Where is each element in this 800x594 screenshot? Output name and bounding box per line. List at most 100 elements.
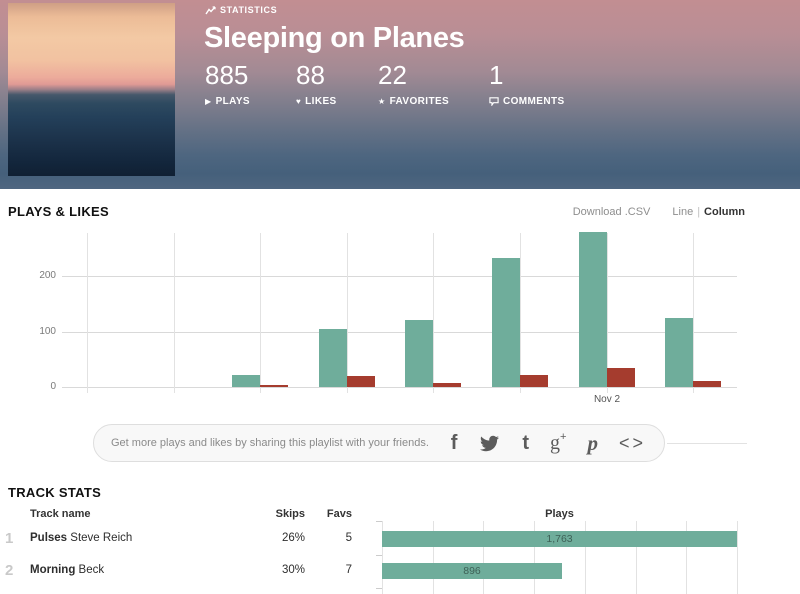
chart-gridline-vertical bbox=[534, 521, 535, 594]
bar-value-label: 1,763 bbox=[546, 533, 573, 545]
bar-plays bbox=[319, 329, 347, 387]
chart-gridline-vertical bbox=[693, 233, 694, 393]
stat-label-text: COMMENTS bbox=[503, 96, 565, 107]
hero-stats-row: 885 ▶ PLAYS 88 ♥ LIKES 22 ★ FAVORITES 1 COMMENTS bbox=[0, 61, 800, 116]
axis-tick bbox=[376, 588, 382, 589]
stat-value: 22 bbox=[378, 60, 407, 90]
chart-gridline-vertical bbox=[174, 233, 175, 393]
bar-likes bbox=[607, 368, 635, 387]
stat-favorites: 22 ★ FAVORITES bbox=[378, 61, 449, 107]
axis-tick bbox=[376, 521, 382, 522]
bar-likes bbox=[693, 381, 721, 387]
bar-plays bbox=[579, 232, 607, 387]
bar-likes bbox=[433, 383, 461, 387]
chart-line-icon bbox=[205, 5, 216, 15]
track-skips: 26% bbox=[281, 532, 305, 544]
track-skips: 30% bbox=[281, 564, 305, 576]
bar-plays bbox=[405, 320, 433, 387]
line-view-toggle[interactable]: Line bbox=[672, 206, 694, 218]
chart-gridline-vertical bbox=[636, 521, 637, 594]
bar-plays: 896 bbox=[382, 563, 562, 579]
column-header-skips: Skips bbox=[275, 508, 305, 520]
chart-gridline-vertical bbox=[483, 521, 484, 594]
stat-value: 88 bbox=[296, 60, 325, 90]
stat-label: COMMENTS bbox=[489, 96, 565, 107]
hero-header: STATISTICS Sleeping on Planes 885 ▶ PLAYS 8… bbox=[0, 0, 800, 189]
chart-gridline-vertical bbox=[686, 521, 687, 594]
bar-plays bbox=[492, 258, 520, 387]
chart-controls: Download .CSV Line | Column bbox=[573, 206, 745, 218]
track-name: Pulses Steve Reich bbox=[30, 532, 132, 544]
statistics-label: STATISTICS bbox=[220, 5, 278, 15]
x-axis-label: Nov 2 bbox=[593, 394, 621, 405]
chart-gridline-vertical bbox=[260, 233, 261, 393]
view-toggle-separator: | bbox=[697, 206, 701, 218]
bar-likes bbox=[520, 375, 548, 387]
chart-gridline-vertical bbox=[382, 521, 383, 594]
share-pill: Get more plays and likes by sharing this… bbox=[93, 424, 665, 462]
chart-gridline bbox=[62, 332, 737, 333]
play-icon: ▶ bbox=[205, 96, 212, 106]
stat-value: 885 bbox=[205, 60, 249, 90]
bar-value-label: 896 bbox=[463, 565, 481, 577]
page-title: Sleeping on Planes bbox=[204, 22, 465, 54]
chart-gridline-vertical bbox=[607, 233, 608, 393]
twitter-icon[interactable] bbox=[478, 431, 501, 455]
track-artist: Steve Reich bbox=[67, 532, 133, 544]
chart-gridline-vertical bbox=[433, 233, 434, 393]
comment-icon bbox=[489, 97, 499, 106]
y-axis-label: 200 bbox=[39, 270, 56, 281]
stat-likes: 88 ♥ LIKES bbox=[296, 61, 337, 107]
track-rank: 2 bbox=[5, 562, 14, 579]
track-name: Morning Beck bbox=[30, 564, 104, 576]
stat-label: ★ FAVORITES bbox=[378, 96, 449, 107]
y-axis-label: 0 bbox=[50, 381, 56, 392]
stat-label: ▶ PLAYS bbox=[205, 96, 250, 107]
bar-likes bbox=[347, 376, 375, 387]
facebook-icon[interactable]: f bbox=[450, 431, 458, 454]
divider-line bbox=[667, 443, 747, 444]
axis-tick bbox=[376, 555, 382, 556]
stat-label-text: FAVORITES bbox=[389, 96, 450, 107]
column-view-toggle[interactable]: Column bbox=[704, 206, 745, 218]
chart-gridline-vertical bbox=[737, 521, 738, 594]
stat-label-text: PLAYS bbox=[215, 96, 250, 107]
googleplus-plus: + bbox=[560, 431, 567, 443]
track-title: Morning bbox=[30, 564, 76, 576]
stat-label: ♥ LIKES bbox=[296, 96, 337, 107]
track-rank: 1 bbox=[5, 530, 14, 547]
track-title: Pulses bbox=[30, 532, 68, 544]
stat-label-text: LIKES bbox=[305, 96, 337, 107]
bar-likes bbox=[260, 385, 288, 387]
googleplus-g: g bbox=[550, 431, 561, 454]
track-favs: 5 bbox=[345, 532, 352, 544]
bar-plays: 1,763 bbox=[382, 531, 737, 547]
track-artist: Beck bbox=[75, 564, 105, 576]
section-heading-track-stats: TRACK STATS bbox=[8, 485, 102, 500]
chart-gridline bbox=[62, 276, 737, 277]
chart-gridline-vertical bbox=[520, 233, 521, 393]
stat-plays: 885 ▶ PLAYS bbox=[205, 61, 250, 107]
column-header-favs: Favs bbox=[326, 508, 352, 520]
stat-value: 1 bbox=[489, 60, 504, 90]
bar-plays bbox=[232, 375, 260, 387]
view-toggle: Line | Column bbox=[672, 206, 745, 218]
googleplus-icon[interactable]: g + bbox=[550, 431, 566, 455]
stat-comments: 1 COMMENTS bbox=[489, 61, 565, 107]
column-header-plays: Plays bbox=[545, 508, 574, 520]
star-icon: ★ bbox=[378, 96, 386, 106]
heart-icon: ♥ bbox=[296, 96, 302, 106]
chart-gridline bbox=[62, 387, 737, 388]
bar-plays bbox=[665, 318, 693, 387]
share-icons: f t g + p <> bbox=[451, 431, 646, 455]
pinterest-icon[interactable]: p bbox=[587, 430, 598, 455]
tumblr-icon[interactable]: t bbox=[522, 431, 530, 454]
embed-icon[interactable]: <> bbox=[618, 432, 646, 453]
section-heading-plays-likes: PLAYS & LIKES bbox=[8, 204, 109, 219]
track-favs: 7 bbox=[345, 564, 352, 576]
y-axis-label: 100 bbox=[39, 326, 56, 337]
download-csv-link[interactable]: Download .CSV bbox=[572, 206, 651, 218]
chart-gridline-vertical bbox=[347, 233, 348, 393]
chart-gridline-vertical bbox=[87, 233, 88, 393]
